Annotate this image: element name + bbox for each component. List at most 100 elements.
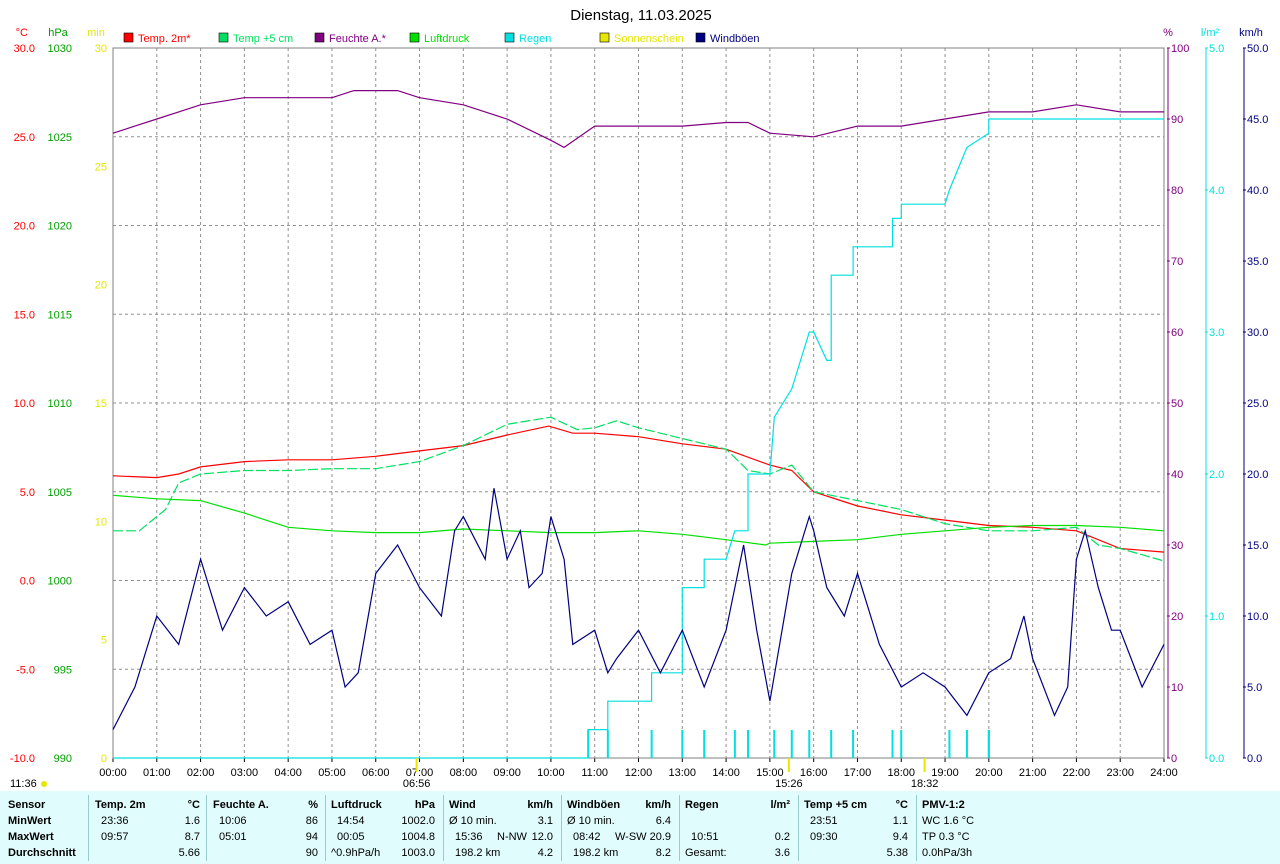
header-rain-unit: l/m² (770, 799, 790, 811)
header-gust-unit: km/h (645, 799, 671, 811)
x-tick-label: 04:00 (274, 767, 302, 779)
pressure-max-time: 00:05 (337, 831, 365, 843)
x-tick-label: 00:00 (99, 767, 127, 779)
gust-avg10-label: Ø 10 min. (567, 815, 615, 827)
humidity-axis-tick-label: 50 (1171, 398, 1183, 410)
temp-axis-unit: °C (16, 27, 28, 39)
header-sensor: Sensor (8, 799, 46, 811)
temp5-max: 9.4 (892, 831, 908, 843)
x-tick-label: 19:00 (931, 767, 959, 779)
sun-icon (41, 781, 47, 787)
x-tick-label: 20:00 (975, 767, 1003, 779)
rain-axis-tick-label: 3.0 (1209, 327, 1224, 339)
pressure-avg: 1003.0 (401, 847, 435, 859)
header-pressure-unit: hPa (414, 799, 435, 811)
temp-axis-tick-label: 30.0 (14, 43, 35, 55)
legend-swatch (409, 32, 420, 43)
humidity-axis-tick-label: 40 (1171, 469, 1183, 481)
x-tick-label: 16:00 (800, 767, 828, 779)
temp-axis-tick-label: 0.0 (20, 576, 35, 588)
wind-avg10: 3.1 (537, 815, 553, 827)
temp-axis-tick-label: 10.0 (14, 398, 35, 410)
wind-axis-tick-label: 25.0 (1247, 398, 1268, 410)
pressure-axis-unit: hPa (48, 27, 68, 39)
wind-axis-tick-label: 50.0 (1247, 43, 1268, 55)
humidity-min: 86 (305, 815, 318, 827)
pressure-axis-tick-label: 1000 (48, 576, 72, 588)
header-humidity: Feuchte A. (213, 799, 269, 811)
x-tick-label: 18:00 (887, 767, 915, 779)
wind-axis-tick-label: 30.0 (1247, 327, 1268, 339)
pressure-trend: ^0.9hPa/h (331, 847, 381, 859)
wind-avg10-label: Ø 10 min. (449, 815, 497, 827)
humidity-avg: 90 (305, 847, 318, 859)
sunshine-axis-tick-label: 30 (95, 43, 107, 55)
series-feuchte-a (112, 89, 1164, 149)
sunshine-axis-tick-label: 0 (101, 753, 107, 765)
series-regen (113, 118, 1164, 759)
x-tick-label: 14:00 (712, 767, 740, 779)
wind-avg: 4.2 (537, 847, 553, 859)
header-rain: Regen (685, 799, 719, 811)
pmv-dewpoint: TP 0.3 °C (922, 831, 970, 843)
x-tick-label: 12:00 (625, 767, 653, 779)
rain-axis-tick-label: 2.0 (1209, 469, 1224, 481)
temp-axis-tick-label: -10.0 (10, 753, 35, 765)
header-temp2m-unit: °C (187, 799, 200, 811)
header-temp5: Temp +5 cm (804, 799, 868, 811)
legend-swatch (599, 32, 610, 43)
sunshine-axis-tick-label: 25 (95, 161, 107, 173)
wind-max: 12.0 (531, 831, 553, 843)
pressure-min-time: 14:54 (337, 815, 365, 827)
wind-axis-tick-label: 20.0 (1247, 469, 1268, 481)
rain-max-time: 10:51 (691, 831, 719, 843)
humidity-axis-tick-label: 20 (1171, 611, 1183, 623)
sunshine-axis-tick-label: 15 (95, 398, 107, 410)
rain-axis-tick-label: 5.0 (1209, 43, 1224, 55)
legend-swatch (695, 32, 706, 43)
humidity-axis-tick-label: 60 (1171, 327, 1183, 339)
series-temp-2m (112, 425, 1165, 553)
legend-label: Luftdruck (424, 33, 470, 45)
humidity-axis-tick-label: 80 (1171, 185, 1183, 197)
temp-axis-tick-label: -5.0 (16, 664, 35, 676)
header-pressure: Luftdruck (331, 799, 382, 811)
x-tick-label: 02:00 (187, 767, 215, 779)
x-tick-label: 05:00 (318, 767, 346, 779)
x-tick-label: 22:00 (1063, 767, 1091, 779)
header-wind-unit: km/h (527, 799, 553, 811)
pmv-windchill: WC 1.6 °C (922, 815, 975, 827)
pressure-axis-tick-label: 1010 (48, 398, 72, 410)
temp2m-min-time: 23:36 (101, 815, 129, 827)
humidity-axis-unit: % (1163, 27, 1173, 39)
chart-title: Dienstag, 11.03.2025 (570, 7, 712, 24)
legend-swatch (314, 32, 325, 43)
legend-label: Temp +5 cm (233, 33, 293, 45)
humidity-axis-tick-label: 10 (1171, 682, 1183, 694)
pmv-pressure-trend: 0.0hPa/3h (922, 847, 973, 859)
legend-label: Windböen (710, 33, 760, 45)
rain-total: 3.6 (774, 847, 790, 859)
temp5-max-time: 09:30 (810, 831, 838, 843)
humidity-axis-tick-label: 70 (1171, 256, 1183, 268)
x-tick-label: 21:00 (1019, 767, 1047, 779)
row-label-avg: Durchschnitt (8, 847, 76, 859)
wind-axis-tick-label: 5.0 (1247, 682, 1262, 694)
temp2m-max: 8.7 (184, 831, 200, 843)
x-tick-label: 01:00 (143, 767, 171, 779)
x-tick-label: 08:00 (450, 767, 478, 779)
x-tick-label: 06:00 (362, 767, 390, 779)
pressure-axis-tick-label: 1005 (48, 487, 72, 499)
sunshine-axis-tick-label: 20 (95, 280, 107, 292)
gust-avg: 8.2 (655, 847, 671, 859)
wind-axis-tick-label: 15.0 (1247, 540, 1268, 552)
humidity-axis-tick-label: 30 (1171, 540, 1183, 552)
axes: 00:00 01:00 02:00 03:00 04:00 05:00 06:00 07:00… (10, 27, 1269, 779)
legend-swatch (504, 32, 515, 43)
sunshine-axis-unit: min (87, 27, 105, 39)
x-tick-label: 07:00 (406, 767, 434, 779)
noon-label: 15:26 (775, 778, 803, 790)
humidity-axis-tick-label: 100 (1171, 43, 1189, 55)
pressure-axis-tick-label: 1030 (48, 43, 72, 55)
rain-axis-tick-label: 4.0 (1209, 185, 1224, 197)
